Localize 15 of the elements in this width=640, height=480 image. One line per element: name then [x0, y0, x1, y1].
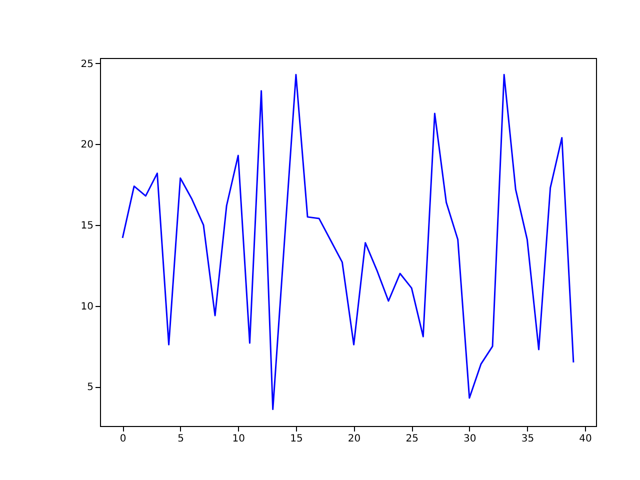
- x-tick-label: 10: [232, 434, 246, 444]
- y-tick-label: 25: [80, 58, 94, 70]
- x-tick-label: 15: [290, 434, 303, 444]
- y-tick-label: 10: [80, 301, 94, 312]
- y-tick-label: 5: [87, 382, 94, 394]
- x-tick-label: 40: [579, 434, 592, 444]
- x-tick-label: 30: [464, 434, 476, 444]
- x-tick-label: 35: [521, 434, 534, 444]
- x-tick-label: 0: [120, 434, 126, 444]
- x-tick-label: 5: [178, 434, 184, 444]
- x-tick-label: 20: [348, 434, 361, 444]
- y-tick-label: 15: [80, 220, 94, 232]
- y-tick-label: 20: [80, 140, 94, 151]
- x-tick-label: 25: [406, 434, 418, 444]
- line-series: [122, 74, 574, 410]
